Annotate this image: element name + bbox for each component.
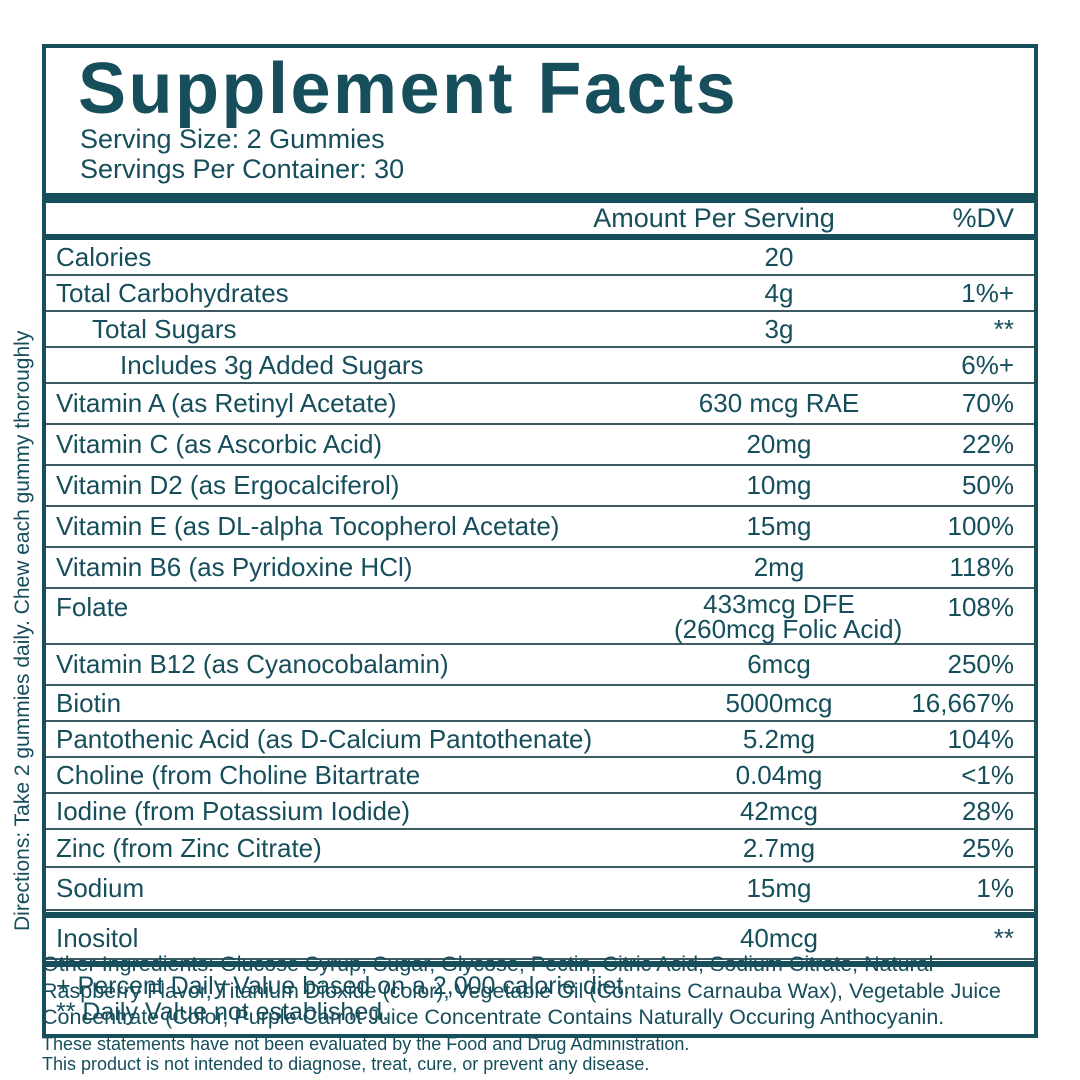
table-row-vitamin-a: Vitamin A (as Retinyl Acetate) 630 mcg R… [46, 384, 1034, 425]
column-header-row: Amount Per Serving %DV [46, 203, 1034, 234]
table-row-calories: Calories 20 [46, 240, 1034, 276]
row-dv: ** [993, 922, 1014, 953]
row-name: Vitamin D2 (as Ergocalciferol) [56, 470, 400, 500]
serving-size: Serving Size: 2 Gummies [80, 124, 385, 154]
row-name: Choline (from Choline Bitartrate [56, 759, 421, 790]
row-amount-line1: 433mcg DFE [703, 589, 855, 619]
row-name: Biotin [56, 687, 122, 718]
table-row-zinc: Zinc (from Zinc Citrate) 2.7mg 25% [46, 830, 1034, 868]
footnote-section: + Percent Daily Value based on a 2,000 c… [46, 961, 1034, 1034]
row-name: Vitamin B12 (as Cyanocobalamin) [56, 649, 449, 679]
thick-divider [46, 234, 1034, 240]
table-row-pantothenic-acid: Pantothenic Acid (as D-Calcium Pantothen… [46, 722, 1034, 758]
row-dv: 25% [961, 832, 1014, 863]
servings-per-container: Servings Per Container: 30 [80, 154, 405, 184]
row-amount: 20 [764, 241, 794, 272]
row-amount: 15mg [746, 511, 812, 541]
dv-column-header: %DV [952, 203, 1014, 233]
row-amount-line2: (260mcg Folic Acid) [674, 614, 903, 644]
row-amount: 0.04mg [735, 759, 823, 790]
panel-title: Supplement Facts [78, 49, 739, 129]
supplement-facts-panel: Supplement Facts Serving Size: 2 Gummies… [42, 44, 1038, 1038]
row-amount: 20mg [746, 429, 812, 459]
row-name: Iodine (from Potassium Iodide) [56, 795, 411, 826]
row-dv: 100% [947, 511, 1015, 541]
other-ingredients-line-3: Concentrate (Color, Purple Carrot Juice … [42, 1005, 945, 1029]
row-name: Total Carbohydrates [56, 277, 289, 308]
disclaimer-line-1: These statements have not been evaluated… [42, 1033, 690, 1054]
row-dv: 70% [961, 388, 1014, 418]
table-row-vitamin-b6: Vitamin B6 (as Pyridoxine HCl) 2mg 118% [46, 548, 1034, 589]
row-name: Includes 3g Added Sugars [120, 349, 424, 380]
table-row-choline: Choline (from Choline Bitartrate 0.04mg … [46, 758, 1034, 794]
row-amount: 42mcg [739, 795, 819, 826]
footnote-line-2: ** Daily Value not established. [56, 998, 390, 1026]
table-row-inositol: Inositol 40mcg ** [46, 918, 1034, 960]
row-amount: 6mcg [747, 649, 811, 679]
row-dv: ** [993, 313, 1014, 344]
row-name: Zinc (from Zinc Citrate) [56, 832, 322, 863]
table-row-vitamin-d2: Vitamin D2 (as Ergocalciferol) 10mg 50% [46, 466, 1034, 507]
row-name: Vitamin B6 (as Pyridoxine HCl) [56, 552, 413, 582]
row-dv: 1%+ [961, 277, 1014, 308]
row-dv: 50% [961, 470, 1014, 500]
row-amount: 5.2mg [742, 723, 816, 754]
row-name: Vitamin E (as DL-alpha Tocopherol Acetat… [56, 511, 560, 541]
other-ingredients-line-2: Raspberry Flavor, Titanium Dioxide (colo… [42, 978, 1001, 1003]
table-row-sodium: Sodium 15mg 1% [46, 868, 1034, 911]
table-row-added-sugars: Includes 3g Added Sugars 6%+ [46, 348, 1034, 384]
thick-divider [46, 193, 1034, 203]
table-row-vitamin-e: Vitamin E (as DL-alpha Tocopherol Acetat… [46, 507, 1034, 548]
row-dv: <1% [961, 759, 1014, 790]
disclaimer-line-2: This product is not intended to diagnose… [42, 1053, 650, 1074]
row-dv: 16,667% [911, 687, 1014, 718]
other-ingredients-line-1: Other Ingredients: Glucose Syrup, Sugar,… [42, 952, 934, 976]
row-amount: 15mg [746, 873, 812, 903]
row-dv: 22% [961, 429, 1014, 459]
row-dv: 1% [976, 873, 1014, 903]
row-amount: 10mg [746, 470, 812, 500]
table-row-biotin: Biotin 5000mcg 16,667% [46, 686, 1034, 722]
row-name: Inositol [56, 922, 139, 953]
row-dv: 28% [961, 795, 1014, 826]
row-name: Calories [56, 241, 152, 272]
table-row-vitamin-b12: Vitamin B12 (as Cyanocobalamin) 6mcg 250… [46, 645, 1034, 686]
table-row-iodine: Iodine (from Potassium Iodide) 42mcg 28% [46, 794, 1034, 830]
row-name: Vitamin C (as Ascorbic Acid) [56, 429, 383, 459]
row-amount: 2mg [753, 552, 805, 582]
directions-vertical-text: Directions: Take 2 gummies daily. Chew e… [11, 330, 34, 931]
row-name: Pantothenic Acid (as D-Calcium Pantothen… [56, 723, 593, 754]
table-row-total-sugars: Total Sugars 3g ** [46, 312, 1034, 348]
row-amount: 630 mcg RAE [698, 388, 860, 418]
row-amount: 5000mcg [725, 687, 833, 718]
row-amount: 2.7mg [742, 832, 816, 863]
row-name: Sodium [56, 873, 145, 903]
row-dv: 104% [947, 723, 1015, 754]
table-row-folate: Folate 433mcg DFE (260mcg Folic Acid) 10… [46, 589, 1034, 645]
row-amount: 433mcg DFE (260mcg Folic Acid) [634, 589, 903, 644]
row-amount: 3g [764, 313, 794, 344]
thick-divider [46, 912, 1034, 918]
bottom-text-block: Other Ingredients: Glucose Syrup, Sugar,… [42, 951, 1054, 1074]
table-row-total-carbohydrates: Total Carbohydrates 4g 1%+ [46, 276, 1034, 312]
row-dv: 250% [947, 649, 1015, 679]
row-amount: 4g [764, 277, 794, 308]
row-name: Total Sugars [92, 313, 237, 344]
row-amount: 40mcg [739, 922, 819, 953]
row-name: Vitamin A (as Retinyl Acetate) [56, 388, 397, 418]
amount-column-header: Amount Per Serving [593, 203, 835, 233]
footnote-line-1: + Percent Daily Value based on a 2,000 c… [56, 972, 631, 1000]
row-dv: 108% [947, 592, 1015, 622]
row-dv: 118% [949, 552, 1014, 582]
table-row-vitamin-c: Vitamin C (as Ascorbic Acid) 20mg 22% [46, 425, 1034, 466]
row-name: Folate [56, 592, 129, 622]
row-dv: 6%+ [961, 349, 1014, 380]
